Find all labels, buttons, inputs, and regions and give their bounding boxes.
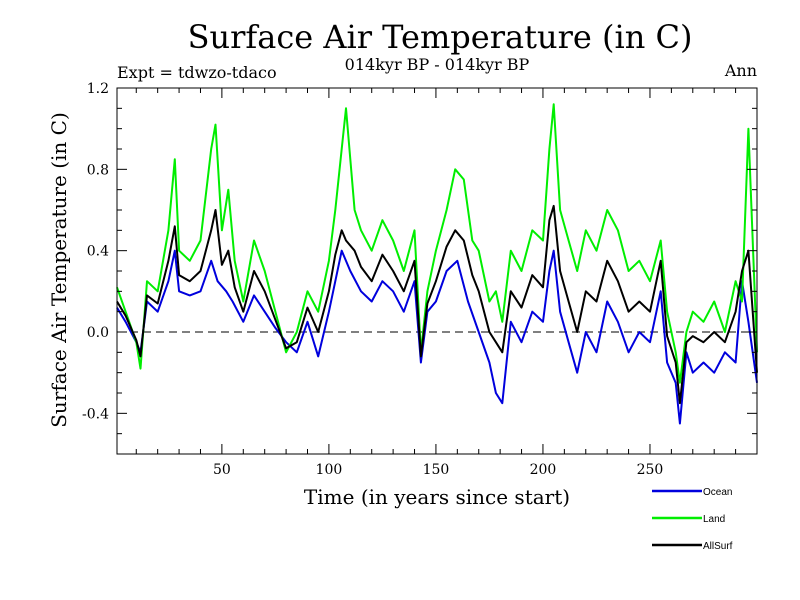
plot-area — [116, 103, 758, 425]
y-axis-label: Surface Air Temperature (in C) — [47, 112, 71, 428]
x-tick-label: 100 — [316, 462, 343, 478]
legend: Ocean Land AllSurf — [652, 487, 733, 552]
x-tick-label: 250 — [637, 462, 664, 478]
chart-title: Surface Air Temperature (in C) — [188, 18, 693, 56]
chart-subtitle: 014kyr BP - 014kyr BP — [345, 55, 530, 74]
x-tick-label: 50 — [213, 462, 231, 478]
x-tick-label: 150 — [423, 462, 450, 478]
legend-label-allsurf: AllSurf — [703, 541, 733, 552]
y-tick-label: 0.8 — [87, 162, 109, 178]
y-tick-label: -0.4 — [82, 406, 109, 422]
series-line-allsurf — [116, 204, 758, 405]
series-line-land — [116, 103, 758, 384]
legend-label-land: Land — [703, 514, 725, 525]
series-line-ocean — [116, 249, 758, 425]
legend-label-ocean: Ocean — [703, 487, 732, 498]
season-label: Ann — [724, 61, 757, 80]
y-tick-label: 0.4 — [87, 244, 109, 260]
axes: 50 100 150 200 250 -0.4 0.0 0.4 0.8 1.2 — [82, 81, 758, 478]
experiment-label: Expt = tdwzo-tdaco — [117, 63, 277, 82]
x-axis-label: Time (in years since start) — [304, 485, 570, 509]
y-tick-label: 0.0 — [87, 325, 109, 341]
y-tick-label: 1.2 — [87, 81, 109, 97]
x-tick-label: 200 — [530, 462, 557, 478]
